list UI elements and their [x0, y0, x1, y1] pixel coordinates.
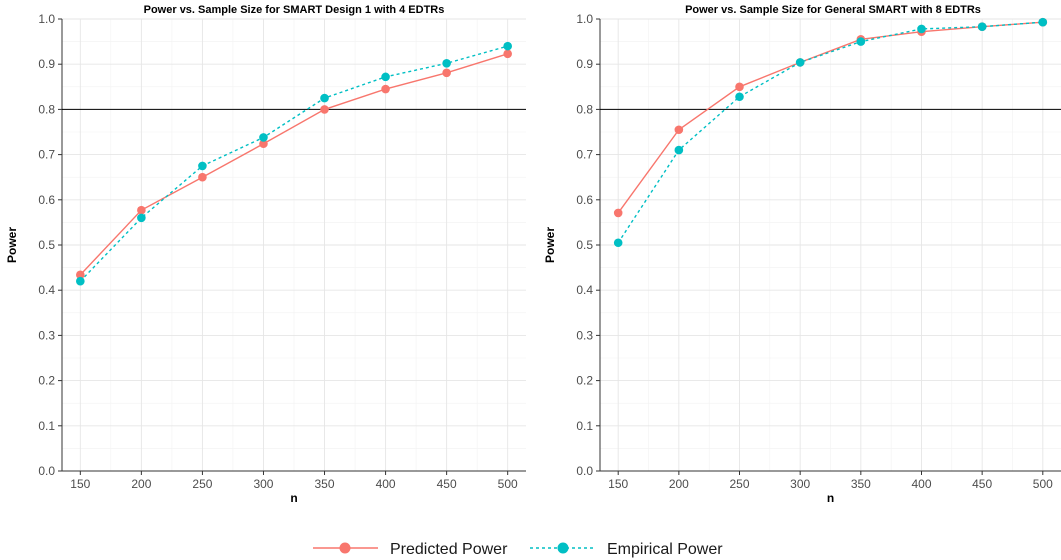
- y-tick-label: 0.2: [38, 374, 55, 388]
- data-point-empirical: [977, 22, 987, 31]
- data-point-empirical: [259, 133, 268, 142]
- y-tick-label: 0.7: [576, 148, 593, 162]
- y-tick-label: 0.0: [576, 464, 593, 478]
- chart-panel-1: 0.0 0.1 0.2 0.3 0.4 0.5 0.6 0.7 0.8 0.9 1.0 150 200 2…: [5, 4, 526, 505]
- y-tick-label: 0.0: [38, 464, 55, 478]
- data-point-empirical: [381, 72, 390, 82]
- y-tick-label: 0.3: [576, 328, 593, 342]
- x-axis-label: n: [827, 491, 834, 505]
- data-point-empirical: [137, 213, 146, 223]
- x-tick-label: 150: [608, 477, 628, 491]
- x-axis-label: n: [290, 491, 297, 505]
- data-point-empirical: [503, 41, 512, 51]
- data-point-empirical: [76, 276, 85, 286]
- y-tick-label: 0.8: [576, 102, 593, 116]
- y-tick-label: 0.2: [576, 374, 593, 388]
- legend: Predicted Power Empirical Power: [313, 541, 723, 558]
- x-tick-label: 350: [315, 477, 335, 491]
- x-tick-label: 150: [70, 477, 90, 491]
- data-point-predicted: [381, 84, 390, 94]
- data-point-predicted: [259, 139, 268, 149]
- data-point-empirical: [856, 37, 866, 46]
- y-axis-label: Power: [5, 227, 19, 263]
- chart-title: Power vs. Sample Size for SMART Design 1…: [144, 4, 445, 16]
- y-tick-label: 0.1: [38, 419, 55, 433]
- y-tick-label: 0.3: [38, 328, 55, 342]
- y-tick-label: 0.5: [38, 238, 55, 252]
- y-tick-label: 0.8: [38, 102, 55, 116]
- data-point-predicted: [76, 270, 85, 280]
- data-point-empirical: [198, 161, 207, 171]
- data-point-predicted: [198, 172, 207, 182]
- x-tick-label: 500: [1033, 477, 1053, 491]
- data-point-empirical: [674, 145, 684, 155]
- legend-marker-empirical: [557, 542, 569, 554]
- data-point-empirical: [613, 238, 623, 248]
- x-tick-label: 450: [437, 477, 457, 491]
- y-tick-label: 0.1: [576, 419, 593, 433]
- x-tick-label: 250: [729, 477, 749, 491]
- x-tick-label: 450: [972, 477, 992, 491]
- x-tick-label: 300: [790, 477, 810, 491]
- y-tick-label: 1.0: [38, 12, 55, 26]
- data-point-empirical: [442, 58, 451, 68]
- data-point-predicted: [320, 105, 329, 114]
- y-tick-label: 0.6: [38, 193, 55, 207]
- data-point-predicted: [503, 49, 512, 59]
- y-tick-label: 0.4: [576, 283, 593, 297]
- x-tick-label: 250: [192, 477, 212, 491]
- data-point-predicted: [442, 68, 451, 78]
- y-tick-label: 0.9: [38, 57, 55, 71]
- data-point-empirical: [795, 58, 805, 67]
- x-tick-label: 200: [669, 477, 689, 491]
- y-tick-label: 0.7: [38, 148, 55, 162]
- chart-panel-2: 0.0 0.1 0.2 0.3 0.4 0.5 0.6 0.7 0.8 0.9 1.0 150 200 2…: [543, 4, 1061, 505]
- x-tick-label: 200: [131, 477, 151, 491]
- x-tick-label: 350: [851, 477, 871, 491]
- y-axis-label: Power: [543, 227, 557, 263]
- data-point-empirical: [735, 92, 744, 102]
- data-point-empirical: [917, 24, 926, 34]
- legend-marker-predicted: [339, 542, 351, 554]
- data-point-empirical: [1038, 17, 1048, 27]
- y-tick-label: 0.5: [576, 238, 593, 252]
- x-tick-label: 300: [253, 477, 273, 491]
- y-tick-label: 0.4: [38, 283, 55, 297]
- data-point-predicted: [674, 125, 684, 135]
- series-line-empirical: [79, 45, 508, 282]
- x-tick-label: 400: [376, 477, 396, 491]
- data-point-predicted: [137, 205, 146, 215]
- x-tick-label: 500: [498, 477, 518, 491]
- series-line-predicted: [79, 53, 508, 276]
- y-tick-label: 1.0: [576, 12, 593, 26]
- x-tick-label: 400: [911, 477, 931, 491]
- series-line-predicted: [617, 21, 1043, 214]
- data-point-predicted: [613, 208, 623, 218]
- y-tick-label: 0.6: [576, 193, 593, 207]
- legend-label-predicted: Predicted Power: [390, 541, 508, 558]
- legend-label-empirical: Empirical Power: [607, 541, 723, 558]
- y-tick-label: 0.9: [576, 57, 593, 71]
- data-point-empirical: [320, 93, 329, 103]
- data-point-predicted: [735, 82, 744, 92]
- chart-title: Power vs. Sample Size for General SMART …: [685, 4, 981, 16]
